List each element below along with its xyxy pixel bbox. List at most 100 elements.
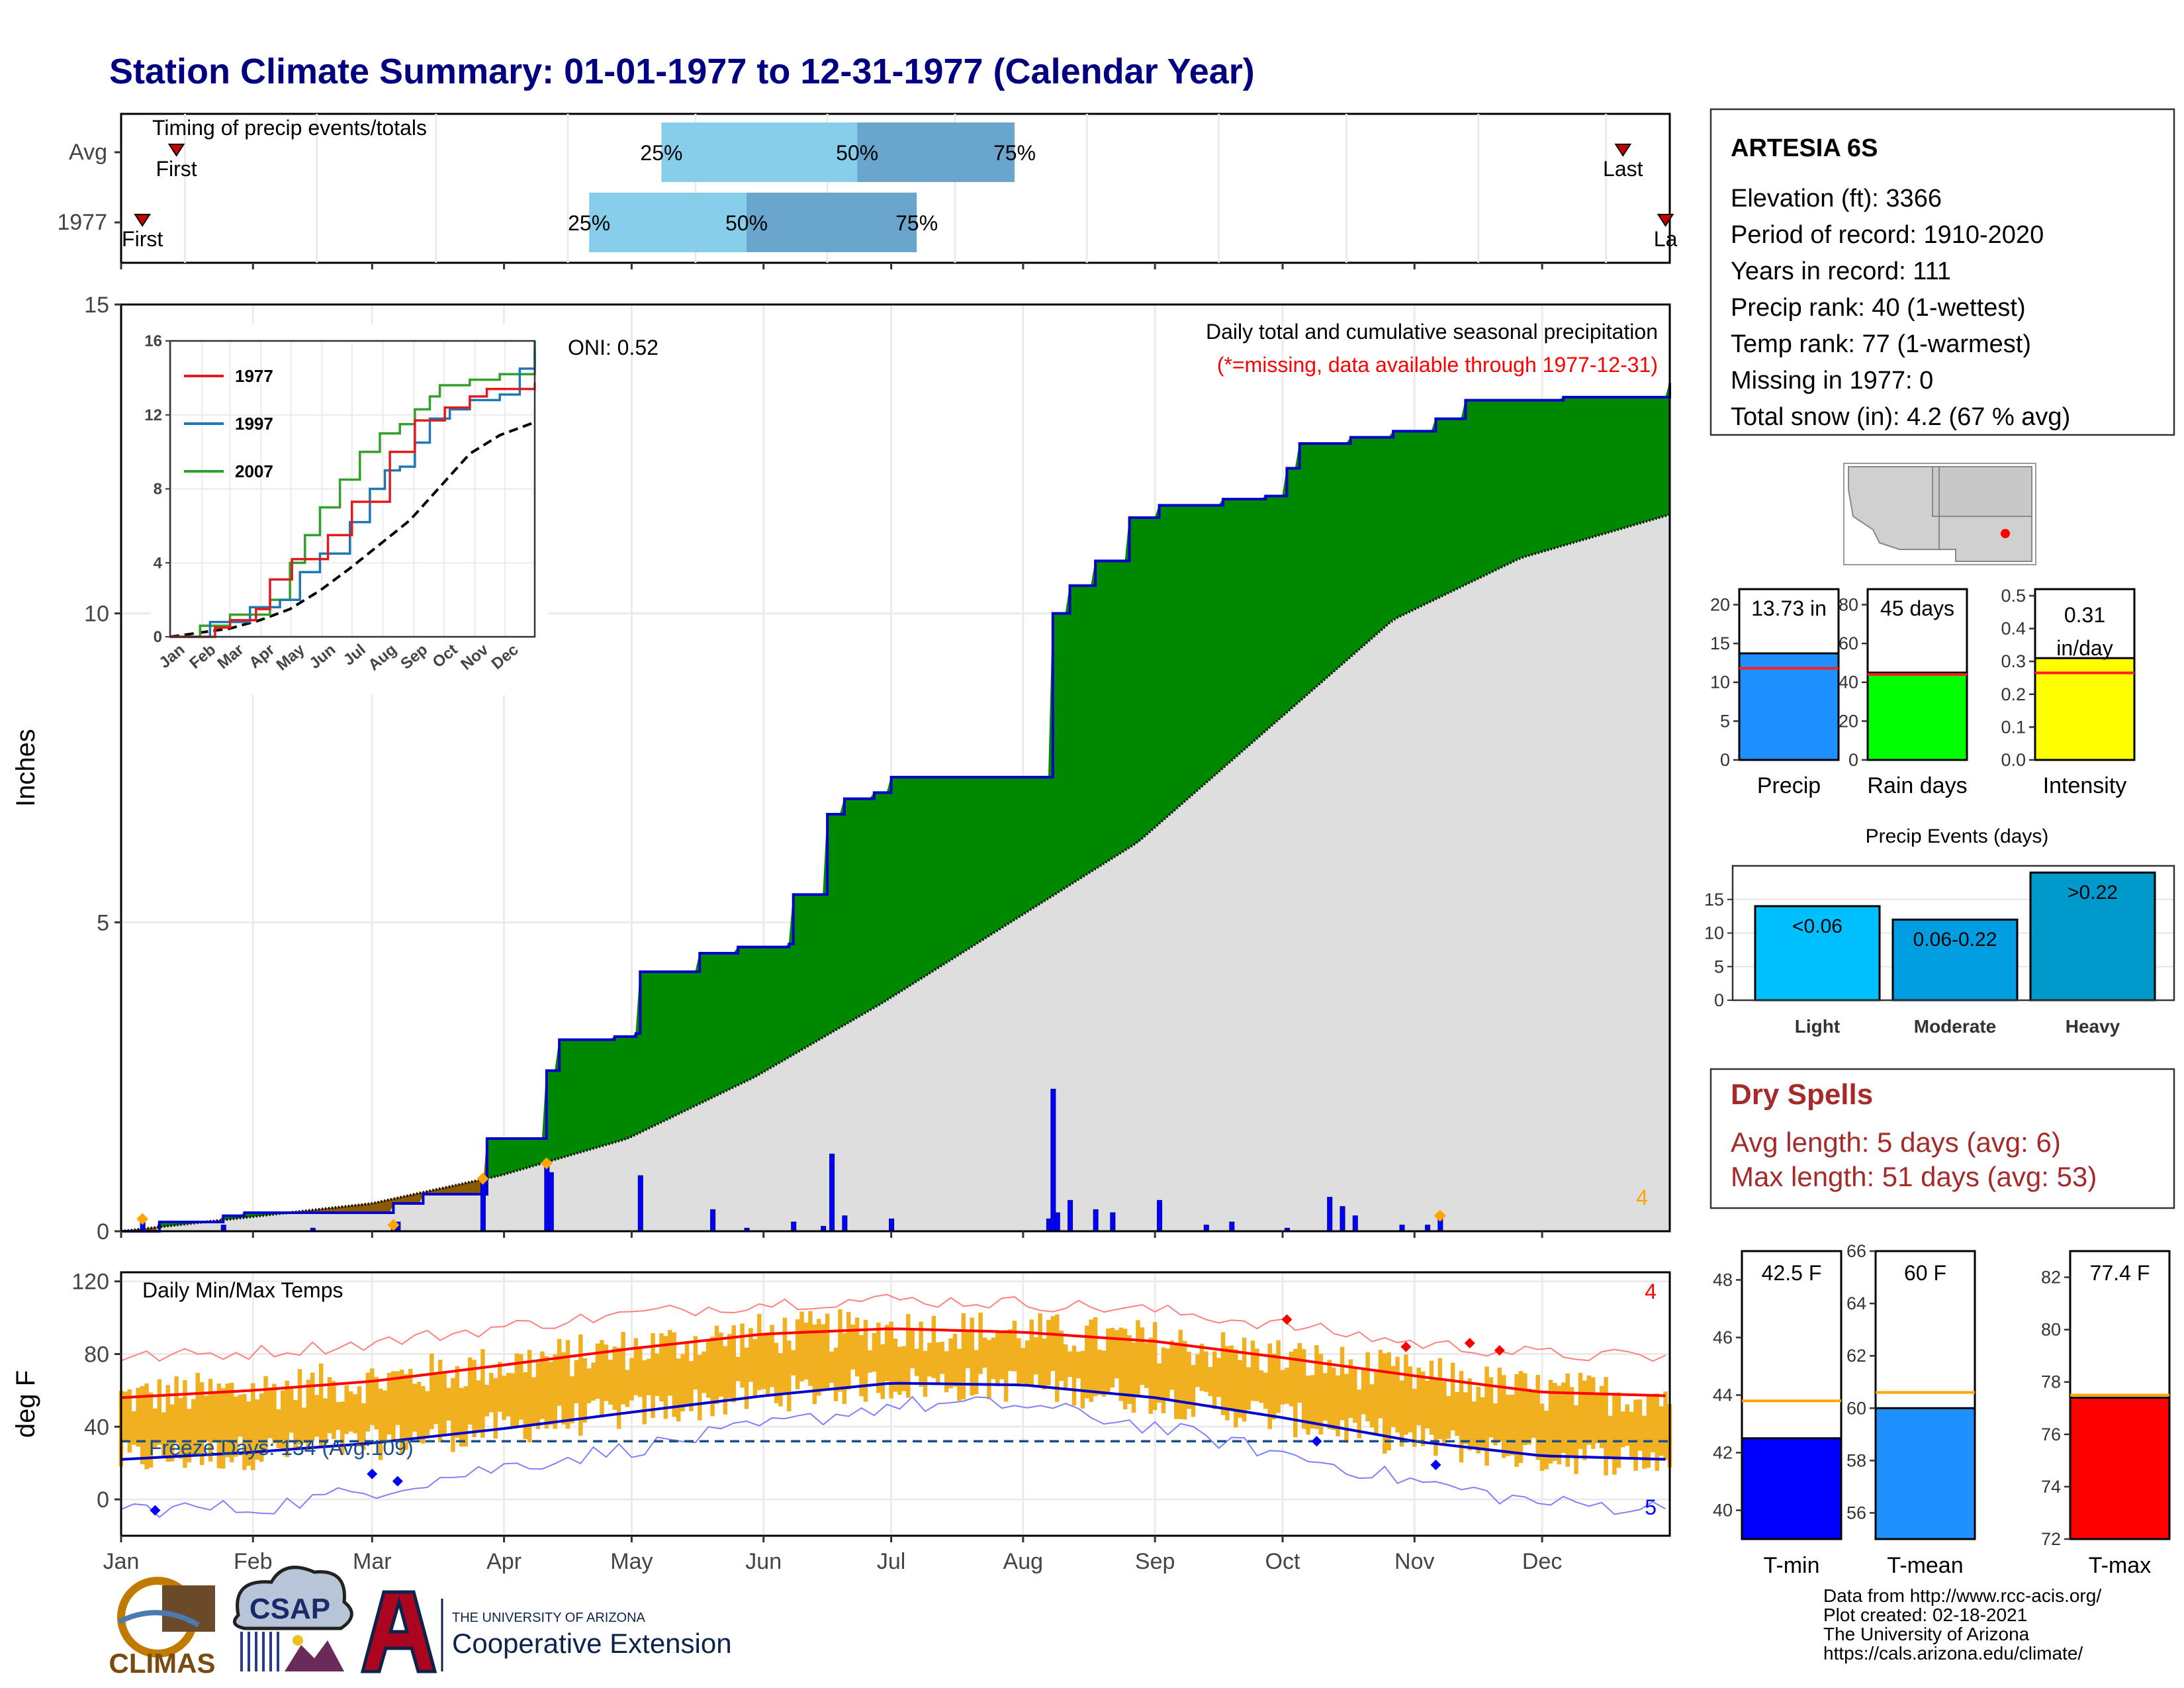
summary-bar-label: Intensity (2043, 773, 2127, 798)
temp-bar-tick-label: 44 (1713, 1385, 1733, 1405)
month-label: Apr (486, 1549, 522, 1574)
record-high-marker (1281, 1314, 1293, 1325)
month-label: May (610, 1549, 653, 1574)
station-info-line: Precip rank: 40 (1-wettest) (1731, 294, 2026, 322)
temp-bar-tick-label: 66 (1846, 1241, 1866, 1261)
summary-bar-intensity: 0.0 0.1 0.2 0.3 0.4 0.5 0.31 in/day Intensity (2001, 586, 2136, 798)
month-label: Oct (1265, 1549, 1300, 1574)
first-event-marker (167, 144, 185, 157)
summary-bar-tick-label: 10 (1710, 673, 1730, 692)
inset-legend-label: 1977 (235, 366, 273, 386)
timing-p25-label: 25% (640, 141, 682, 165)
month-label: Feb (234, 1549, 273, 1574)
timing-bar-25-50 (589, 193, 747, 252)
snow-event-marker (136, 1213, 149, 1225)
inset-average-line (169, 421, 535, 638)
temp-bar-tick-label: 46 (1713, 1328, 1733, 1348)
summary-bar-fill (2034, 657, 2136, 761)
average-cumulative-area (121, 514, 1670, 1232)
temp-bar-fill (1741, 1437, 1843, 1540)
temp-bar-tick-label: 58 (1846, 1450, 1866, 1470)
daily-precip-bar (1054, 1212, 1060, 1232)
page-title: Station Climate Summary: 01-01-1977 to 1… (109, 52, 1255, 91)
csap-cloud (232, 1566, 353, 1630)
station-name: ARTESIA 6S (1731, 134, 1878, 162)
month-label: Sep (1135, 1549, 1175, 1574)
record-low-count: 5 (1645, 1495, 1657, 1519)
precip-event-bar-text: <0.06 (1792, 915, 1843, 937)
temp-ytick-label: 40 (84, 1415, 109, 1440)
dry-spells-title: Dry Spells (1731, 1078, 1873, 1111)
summary-bar-tick-label: 0.2 (2001, 684, 2026, 704)
missing-note: (*=missing, data available through 1977-… (1217, 353, 1658, 377)
precip-ytick-label: 15 (84, 293, 109, 318)
temp-bar-tick-label: 82 (2041, 1268, 2061, 1288)
summary-bar-tick-label: 40 (1839, 673, 1858, 692)
temp-panel-label: Daily Min/Max Temps (142, 1278, 343, 1302)
month-label: Mar (353, 1549, 392, 1574)
station-info-box (1709, 108, 2175, 436)
summary-bar-tick-label: 15 (1710, 633, 1730, 653)
temp-bar-tick-label: 74 (2041, 1477, 2061, 1497)
precip-panel-frame (120, 303, 1671, 1233)
inset-ytick-label: 16 (144, 332, 162, 350)
snow-event-marker (540, 1157, 553, 1170)
daily-precip-bar (1068, 1199, 1073, 1232)
timing-p50-label: 50% (836, 141, 878, 165)
timing-row-name: Avg (69, 140, 107, 165)
timing-p75-label: 75% (895, 211, 938, 235)
dry-spells-max: Max length: 51 days (avg: 53) (1731, 1161, 2097, 1192)
daily-precip-bar (889, 1218, 895, 1232)
precip-note: Daily total and cumulative seasonal prec… (1206, 320, 1658, 344)
footer-credit-line: Plot created: 02-18-2021 (1823, 1605, 2027, 1625)
summary-bar-label: Precip (1757, 773, 1821, 798)
summary-bar-tick-label: 20 (1839, 711, 1858, 731)
summary-bar-value-unit: in/day (2056, 636, 2113, 660)
inset-1977-line (170, 383, 536, 638)
record-low-marker (1430, 1459, 1441, 1470)
dry-spells-avg: Avg length: 5 days (avg: 6) (1731, 1127, 2061, 1158)
daily-precip-bar (710, 1209, 716, 1232)
temp-bar-value: 42.5 F (1762, 1261, 1822, 1285)
summary-bar-tick-label: 0 (1720, 750, 1730, 770)
precip-events-tick-label: 15 (1704, 890, 1724, 910)
snow-count: 4 (1636, 1186, 1648, 1209)
temp-bar-t-mean: 56 58 60 62 64 66 60 F T-mean (1846, 1241, 1976, 1578)
daily-precip-bar (637, 1175, 643, 1232)
snow-event-marker (477, 1172, 489, 1185)
precip-event-moderate: 0.06-0.22 Moderate (1891, 918, 2019, 1037)
summary-bar-value: 13.73 in (1751, 596, 1827, 620)
inset-ytick-label: 8 (154, 481, 162, 498)
footer-credit-line: https://cals.arizona.edu/climate/ (1823, 1643, 2083, 1664)
temp-bar-tick-label: 72 (2041, 1529, 2061, 1549)
daily-precip-bar (548, 1172, 554, 1232)
last-event-label: La (1654, 227, 1678, 251)
timing-row-name: 1977 (57, 210, 107, 235)
daily-precip-bar (791, 1221, 797, 1232)
university-of-arizona-logo: THE UNIVERSITY OF ARIZONA Cooperative Ext… (360, 1590, 732, 1673)
summary-bar-label: Rain days (1867, 773, 1967, 798)
month-label: Jun (745, 1549, 782, 1574)
temp-bar-tick-label: 76 (2041, 1425, 2061, 1444)
station-info-line: Temp rank: 77 (1-warmest) (1731, 330, 2031, 358)
precip-events-tick-label: 5 (1714, 957, 1724, 976)
inset-legend-label: 2007 (235, 461, 273, 481)
station-info-line: Total snow (in): 4.2 (67 % avg) (1731, 403, 2070, 431)
summary-bar-fill (1738, 652, 1840, 761)
timing-row-Avg: Avg 25% 50% 75% First Last (69, 122, 1643, 182)
freeze-days-label: Freeze Days: 134 (Avg:109) (149, 1436, 414, 1460)
month-label: Jan (103, 1549, 140, 1574)
daily-precip-bar (829, 1153, 835, 1232)
daily-precip-bar (1093, 1209, 1099, 1232)
record-high-marker (1494, 1345, 1505, 1356)
footer-credit-line: Data from http://www.rcc-acis.org/ (1823, 1585, 2101, 1606)
timing-bar-25-50 (661, 122, 858, 182)
station-info-line: Elevation (ft): 3366 (1731, 185, 1942, 212)
climas-logo-text: CLIMAS (109, 1648, 216, 1679)
csap-logo-text: CSAP (250, 1593, 330, 1625)
last-event-marker (1614, 144, 1632, 157)
temp-bar-tick-label: 62 (1846, 1346, 1866, 1366)
summary-bar-tick-label: 0.1 (2001, 717, 2026, 737)
inset-ytick-label: 12 (144, 406, 162, 424)
precip-event-heavy: >0.22 Heavy (2029, 871, 2156, 1037)
